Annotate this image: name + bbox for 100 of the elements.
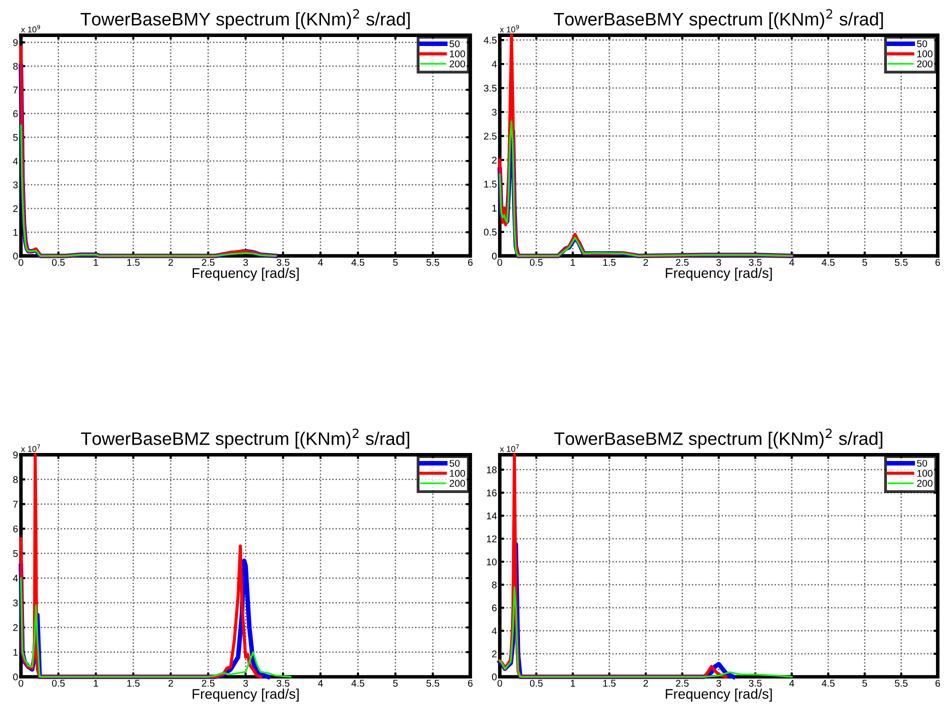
x-tick-label: 6 (936, 258, 940, 266)
y-tick-label: 2 (492, 650, 497, 658)
y-tick-label: 1 (14, 229, 18, 236)
x-tick-label: 2 (644, 680, 648, 687)
y-tick-label: 8 (13, 62, 18, 70)
y-tick-label: 14 (486, 512, 497, 520)
x-tick-label: 1 (570, 680, 576, 687)
x-tick-label: 6 (936, 680, 940, 687)
y-tick-label: 4.5 (484, 36, 497, 44)
legend-label: 100 (917, 470, 932, 477)
y-tick-label: 16 (486, 489, 497, 496)
y-tick-label: 0 (13, 252, 18, 260)
legend-label: 50 (917, 460, 928, 467)
x-tick-label: 2 (168, 680, 173, 687)
x-tick-label: 5 (862, 680, 868, 687)
y-tick-label: 3 (492, 108, 497, 116)
y-tick-label: 2 (13, 205, 18, 212)
y-tick-label: 7 (13, 500, 18, 508)
y-tick-label: 6 (13, 110, 18, 118)
x-tick-label: 2.5 (676, 258, 689, 266)
x-tick-label: 1 (94, 259, 98, 266)
y-tick-label: 12 (486, 535, 497, 542)
legend-label: 200 (917, 480, 932, 487)
x-tick-label: 4.5 (351, 259, 364, 266)
y-tick-label: 1.5 (484, 180, 497, 188)
y-tick-label: 3 (13, 600, 18, 606)
x-tick-label: 3 (716, 680, 722, 687)
x-tick-label: 2 (168, 258, 173, 266)
x-tick-label: 1.5 (127, 680, 140, 687)
x-tick-label: 1.5 (603, 259, 616, 266)
x-tick-label: 1.5 (603, 680, 616, 687)
y-tick-label: 6 (492, 604, 497, 612)
x-tick-label: 6 (468, 680, 473, 687)
y-tick-label: 8 (13, 476, 18, 484)
y-tick-label: 9 (13, 451, 18, 458)
x-tick-label: 4 (789, 259, 794, 266)
y-tick-label: 4 (12, 574, 18, 582)
x-tick-label: 2.5 (202, 258, 215, 266)
legend-label: 100 (450, 470, 466, 477)
chart-title: TowerBaseBMY spectrum [(KNm)$^{2}$ s/rad] (80, 9, 410, 30)
x-axis-title: Frequency [rad/s] (192, 268, 299, 281)
x-tick-label: 3.5 (276, 680, 290, 687)
legend-label: 50 (450, 40, 460, 48)
y-tick-label: 4 (492, 628, 497, 634)
x-tick-label: 0 (18, 680, 24, 687)
x-tick-label: 3.5 (748, 258, 762, 266)
x-tick-label: 5.5 (894, 680, 908, 687)
y-tick-label: 5 (13, 550, 18, 558)
y-tick-label: 2.5 (484, 132, 497, 140)
x-tick-label: 2 (644, 258, 648, 266)
legend-label: 50 (450, 460, 460, 467)
x-tick-label: 0.5 (52, 258, 65, 266)
y-tick-label: 3.5 (484, 84, 497, 92)
y-tick-label: 6 (13, 525, 18, 532)
x-axis-title: Frequency [rad/s] (666, 688, 772, 702)
x-tick-label: 4 (789, 680, 794, 687)
x-tick-label: 0.5 (530, 258, 543, 266)
x-tick-label: 3 (243, 680, 248, 687)
text: x 10$^{9}$ (500, 24, 519, 32)
x-tick-label: 0.5 (530, 680, 543, 687)
x-tick-label: 4.5 (822, 680, 835, 687)
y-tick-label: 8 (492, 581, 497, 588)
x-tick-label: 1 (570, 259, 576, 266)
legend-label: 50 (917, 40, 928, 48)
y-tick-label: 0 (13, 674, 18, 680)
x-tick-label: 4.5 (351, 680, 364, 687)
y-tick-label: 4 (12, 158, 18, 165)
legend-label: 100 (450, 50, 466, 58)
y-tick-label: 1 (14, 648, 18, 656)
x-tick-label: 4 (318, 680, 323, 687)
legend-label: 200 (450, 60, 466, 68)
x-tick-label: 0.5 (52, 680, 65, 687)
x-tick-label: 5.5 (426, 680, 440, 687)
x-tick-label: 1.5 (127, 259, 140, 266)
y-tick-label: 9 (13, 39, 18, 46)
y-tick-label: 3 (13, 181, 18, 188)
x-tick-label: 5.5 (426, 259, 440, 266)
text: x 10$^{7}$ (500, 444, 519, 452)
y-tick-label: 2 (492, 156, 497, 164)
chart-title: TowerBaseBMZ spectrum [(KNm)$^{2}$ s/rad] (554, 428, 882, 449)
chart-title: TowerBaseBMZ spectrum [(KNm)$^{2}$ s/rad] (81, 428, 410, 449)
y-tick-label: 2 (13, 624, 18, 631)
x-tick-label: 3.5 (748, 680, 762, 687)
x-tick-label: 6 (468, 258, 473, 266)
x-tick-label: 0 (18, 258, 24, 266)
legend-label: 200 (450, 480, 466, 487)
x-tick-label: 5 (393, 680, 398, 687)
y-tick-label: 5 (13, 134, 18, 141)
y-tick-label: 1 (492, 204, 497, 212)
x-axis-title: Frequency [rad/s] (192, 688, 299, 702)
y-tick-label: 4 (492, 60, 497, 68)
y-tick-label: 18 (486, 466, 497, 474)
text: x 10$^{7}$ (21, 444, 40, 452)
x-tick-label: 1 (94, 680, 98, 687)
x-axis-title: Frequency [rad/s] (666, 268, 772, 281)
x-tick-label: 5 (862, 259, 868, 266)
x-tick-label: 0 (497, 680, 502, 687)
chart-title: TowerBaseBMY spectrum [(KNm)$^{2}$ s/rad] (554, 9, 883, 30)
y-tick-label: 7 (13, 86, 18, 94)
y-tick-label: 0 (492, 674, 497, 680)
